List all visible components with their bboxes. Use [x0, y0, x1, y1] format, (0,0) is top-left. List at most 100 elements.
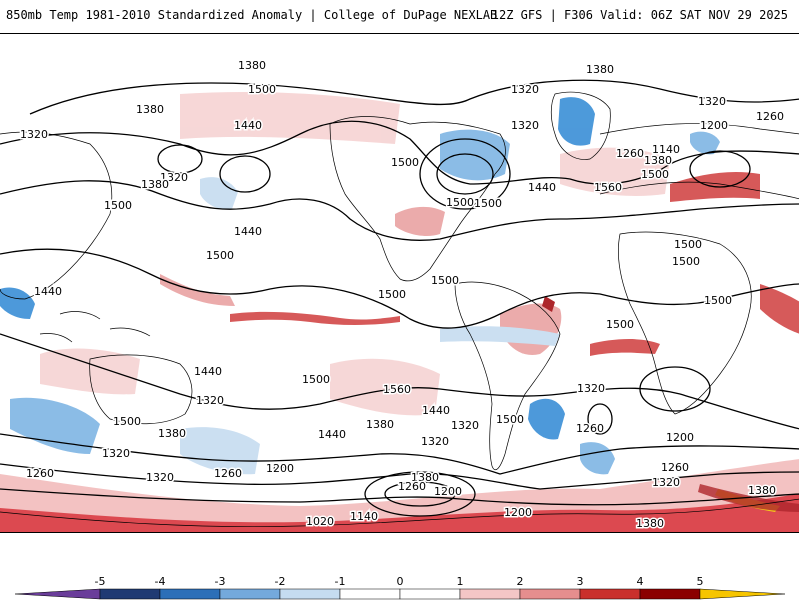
north-atlantic-warm-pale [560, 147, 670, 196]
tropical-warm-streak-2 [160, 274, 235, 306]
colorbar-swatch [639, 588, 701, 600]
indonesia-islands [39, 311, 151, 343]
contour-label: 1440 [194, 365, 222, 378]
south-africa-cold [580, 442, 615, 475]
colorbar-tick-label: 2 [516, 575, 524, 588]
contour-label: 1380 [366, 418, 394, 431]
colorbar-swatch [699, 588, 786, 600]
contour-label: 1260 [26, 467, 54, 480]
contour-label: 1140 [350, 510, 378, 523]
contour-label: 1500 [474, 197, 502, 210]
contour-label: 1500 [446, 196, 474, 209]
contour-label: 1320 [20, 128, 48, 141]
contour-label: 1320 [511, 83, 539, 96]
colorbar [14, 588, 786, 600]
contour-label: 1500 [704, 294, 732, 307]
africa-coast [617, 231, 752, 415]
contour-label: 1260 [576, 422, 604, 435]
title-bar: 850mb Temp 1981-2010 Standardized Anomal… [0, 0, 800, 34]
contour-label: 1440 [422, 404, 450, 417]
contour-label: 1500 [378, 288, 406, 301]
colorbar-tick-label: -2 [274, 575, 286, 588]
indian-cold [0, 287, 35, 319]
south-pacific-cold [180, 427, 260, 475]
contour-label: 1500 [641, 168, 669, 181]
colorbar-tick-label: 3 [576, 575, 584, 588]
contour-label: 1200 [700, 119, 728, 132]
contour-label: 1380 [748, 484, 776, 497]
colorbar-swatch [14, 588, 101, 600]
colorbar-tick-label: -3 [214, 575, 226, 588]
colorbar-swatch [159, 588, 221, 600]
colorbar-tick-label: 1 [456, 575, 464, 588]
contour-label: 1440 [318, 428, 346, 441]
africa-warm [760, 284, 799, 334]
contour-label: 1500 [674, 238, 702, 251]
alaska-cold [200, 177, 238, 210]
south-atlantic-warm [590, 339, 660, 356]
contour-label: 1380 [636, 517, 664, 530]
contour-label: 1500 [302, 373, 330, 386]
contour-label: 1200 [266, 462, 294, 475]
contour-label: 1260 [214, 467, 242, 480]
asia-east-coast [0, 131, 113, 300]
colorbar-tick-label: 5 [696, 575, 704, 588]
south-polar-warm-fringe [0, 459, 799, 523]
contour-label: 1500 [206, 249, 234, 262]
contour-label: 1500 [104, 199, 132, 212]
contour-label: 1380 [644, 154, 672, 167]
amazon-hot [542, 296, 555, 312]
argentina-cold [528, 398, 565, 440]
contour-labels: 1380150014401380132013201380150014401500… [19, 58, 786, 532]
contour-label: 1380 [136, 103, 164, 116]
contour-label: 1260 [661, 461, 689, 474]
contour-label: 1260 [616, 147, 644, 160]
pacific-warm-pale [180, 92, 400, 144]
colorbar-swatch [399, 588, 461, 600]
contour-label: 1320 [577, 382, 605, 395]
arctic-cold [690, 131, 720, 155]
coastlines [0, 91, 799, 528]
contour-label: 1260 [398, 480, 426, 493]
contour-label: 1380 [411, 471, 439, 484]
north-america-coast [329, 116, 506, 282]
contour-label: 1440 [528, 181, 556, 194]
contour-label: 1500 [113, 415, 141, 428]
colorbar-tick-label: 0 [396, 575, 404, 588]
contour-label: 1440 [234, 119, 262, 132]
run-info: 12Z GFS | F306 Valid: 06Z SAT NOV 29 202… [491, 8, 788, 22]
map-title: 850mb Temp 1981-2010 Standardized Anomal… [6, 8, 498, 22]
contour-label: 1560 [594, 181, 622, 194]
contour-label: 1200 [666, 431, 694, 444]
south-indian-cold [10, 397, 100, 454]
anomaly-shading [0, 92, 799, 532]
contour-label: 1500 [391, 156, 419, 169]
tropical-warm-streak-1 [230, 311, 400, 325]
colorbar-tick-label: -1 [334, 575, 346, 588]
contour-label: 1500 [431, 274, 459, 287]
contour-label: 1320 [451, 419, 479, 432]
colorbar-swatch [219, 588, 281, 600]
us-warm [395, 206, 445, 237]
colorbar-tick-label: -4 [154, 575, 166, 588]
greenland-cold [558, 97, 595, 146]
anomaly-map: 1380 1500 1440 1380 1320 1320 1380 1500 1440 1500… [0, 33, 799, 533]
contour-label: 1020 [306, 515, 334, 528]
contour-label: 1320 [652, 476, 680, 489]
contour-label: 1320 [102, 447, 130, 460]
contour-label: 1200 [504, 506, 532, 519]
contour-label: 1500 [496, 413, 524, 426]
contour-label: 1500 [248, 83, 276, 96]
tropical-cold-band [440, 326, 560, 346]
south-pacific-warm [330, 358, 440, 416]
contour-label: 1320 [433, 485, 461, 498]
colorbar-tick-label: 4 [636, 575, 644, 588]
south-america-coast [454, 281, 561, 471]
contour-label: 1440 [34, 285, 62, 298]
contour-label: 1380 [238, 59, 266, 72]
map-canvas: 1380150014401380132013201380150014401500… [0, 58, 799, 532]
colorbar-tick-label: -5 [94, 575, 106, 588]
contour-label: 1260 [756, 110, 784, 123]
colorbar-swatch [459, 588, 521, 600]
contour-label: 1440 [234, 225, 262, 238]
